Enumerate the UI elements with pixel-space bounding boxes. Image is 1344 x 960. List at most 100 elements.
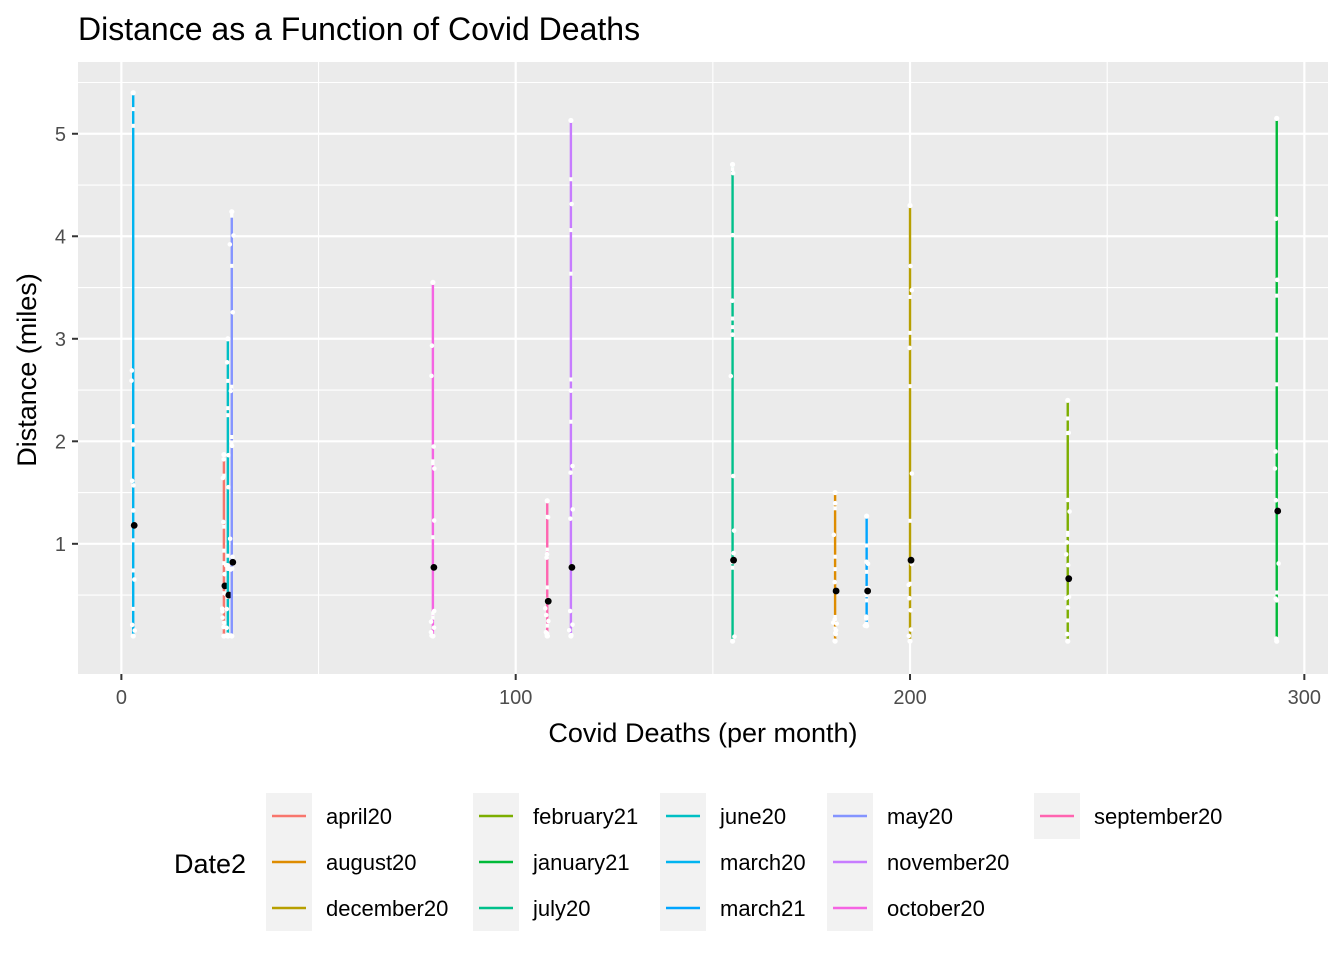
observation-point [226, 553, 230, 558]
observation-point [865, 593, 869, 598]
observation-point [228, 633, 234, 638]
observation-point [222, 561, 226, 566]
mean-point-june20 [225, 591, 233, 599]
observation-point [545, 623, 549, 628]
observation-point [430, 279, 436, 286]
mean-point-november20 [568, 563, 576, 571]
observation-point [832, 489, 838, 496]
legend-label: february21 [533, 804, 638, 829]
mean-point-may20 [229, 558, 237, 566]
observation-point [863, 616, 869, 621]
observation-point [833, 506, 837, 511]
observation-point [229, 566, 235, 571]
observation-point [1066, 618, 1070, 623]
legend-label: august20 [326, 850, 417, 875]
observation-point [1273, 497, 1279, 503]
observation-point [833, 554, 837, 559]
observation-point [730, 473, 736, 479]
observation-point [230, 384, 234, 389]
observation-point [731, 528, 737, 533]
observation-point [1064, 631, 1070, 637]
observation-point [129, 478, 135, 484]
observation-point [1274, 598, 1280, 603]
observation-point [1272, 466, 1278, 471]
observation-point [431, 615, 435, 620]
observation-point [545, 514, 549, 519]
legend-label: june20 [719, 804, 786, 829]
observation-point [431, 535, 435, 540]
observation-point [908, 518, 912, 523]
observation-point [230, 310, 236, 315]
observation-point [226, 484, 231, 490]
observation-point [908, 294, 912, 299]
series-march21 [862, 513, 872, 629]
x-tick-label: 100 [499, 687, 532, 709]
legend-title: Date2 [174, 849, 246, 879]
observation-point [221, 620, 227, 626]
observation-point [1064, 540, 1070, 545]
legend-item-march21: march21 [660, 885, 806, 931]
observation-point [544, 498, 550, 504]
mean-point-december20 [907, 556, 915, 564]
observation-point [230, 554, 235, 560]
observation-point [908, 607, 913, 613]
observation-point [229, 443, 235, 449]
observation-point [222, 571, 227, 577]
legend-item-october20: october20 [827, 885, 985, 931]
observation-point [730, 565, 735, 570]
observation-point [1275, 332, 1279, 337]
observation-point [224, 360, 230, 365]
observation-point [908, 627, 914, 632]
observation-point [130, 508, 136, 513]
observation-point [833, 567, 837, 572]
observation-point [833, 626, 837, 631]
observation-point [865, 543, 869, 548]
observation-point [1067, 509, 1072, 514]
observation-point [545, 585, 549, 590]
observation-point [229, 209, 235, 215]
legend-item-december20: december20 [266, 885, 448, 931]
observation-point [1063, 552, 1069, 557]
series-august20 [830, 489, 840, 644]
legend-label: may20 [887, 804, 953, 829]
observation-point [730, 232, 736, 238]
observation-point [864, 513, 870, 519]
observation-point [570, 622, 575, 627]
y-tick-label: 3 [55, 329, 66, 351]
observation-point [546, 618, 551, 624]
observation-point [226, 406, 230, 411]
observation-point [728, 373, 734, 379]
observation-point [220, 615, 225, 620]
observation-point [429, 343, 435, 348]
legend-item-january21: january21 [473, 839, 630, 885]
observation-point [864, 623, 870, 628]
observation-point [544, 555, 549, 560]
observation-point [569, 228, 573, 233]
observation-point [1273, 216, 1279, 222]
observation-point [226, 413, 230, 418]
observation-point [1065, 638, 1071, 644]
observation-point [569, 177, 573, 182]
observation-point [730, 325, 735, 330]
observation-point [865, 598, 869, 603]
observation-point [230, 213, 234, 218]
observation-point [431, 444, 436, 449]
observation-point [231, 233, 236, 238]
series-july20 [728, 161, 737, 644]
observation-point [569, 271, 573, 276]
observation-point [131, 568, 135, 573]
observation-point [222, 591, 226, 596]
legend-label: march21 [720, 896, 806, 921]
observation-point [225, 336, 231, 342]
observation-point [129, 378, 134, 383]
observation-point [907, 345, 912, 351]
legend-label: october20 [887, 896, 985, 921]
series-february21 [1063, 397, 1073, 644]
legend-item-march20: march20 [660, 839, 806, 885]
observation-point [732, 634, 737, 639]
legend-item-july20: july20 [473, 885, 590, 931]
observation-point [131, 123, 135, 128]
chart-title: Distance as a Function of Covid Deaths [78, 11, 640, 47]
observation-point [131, 483, 136, 488]
